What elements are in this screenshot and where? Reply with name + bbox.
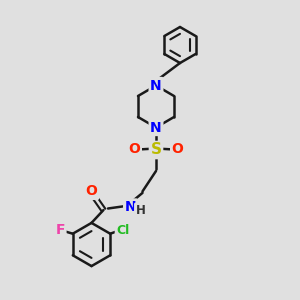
Text: S: S [151,142,161,158]
Text: N: N [150,79,162,92]
Text: N: N [125,200,136,214]
Text: O: O [172,142,184,156]
Text: F: F [56,223,65,237]
Text: O: O [85,184,98,198]
Text: N: N [150,121,162,134]
Text: O: O [128,142,140,156]
Text: H: H [136,204,145,217]
Text: Cl: Cl [116,224,129,237]
